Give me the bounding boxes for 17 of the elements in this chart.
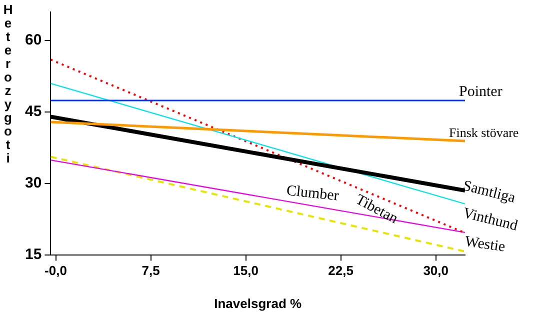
x-axis-title: Inavelsgrad % <box>214 296 302 311</box>
series-label: Finsk stövare <box>449 124 519 140</box>
text: Heterozygoti <box>3 2 13 166</box>
text: Vinthund <box>461 205 520 234</box>
y-tick-label: 45 <box>24 103 42 120</box>
y-tick-label: 60 <box>24 32 42 49</box>
y-tick-label: 15 <box>24 246 42 263</box>
x-tick-label: 22,5 <box>328 263 354 278</box>
x-tick-label: 30,0 <box>423 263 449 278</box>
text: Clumber <box>286 182 340 204</box>
text: Samtliga <box>461 178 518 206</box>
y-tick-label: 30 <box>24 174 42 192</box>
x-tick-label: 15,0 <box>233 263 258 278</box>
x-tick-label: 7,5 <box>142 263 160 278</box>
x-tick-label: -0,0 <box>44 263 67 278</box>
series-label: Pointer <box>459 84 502 100</box>
text: Westie <box>464 234 506 256</box>
